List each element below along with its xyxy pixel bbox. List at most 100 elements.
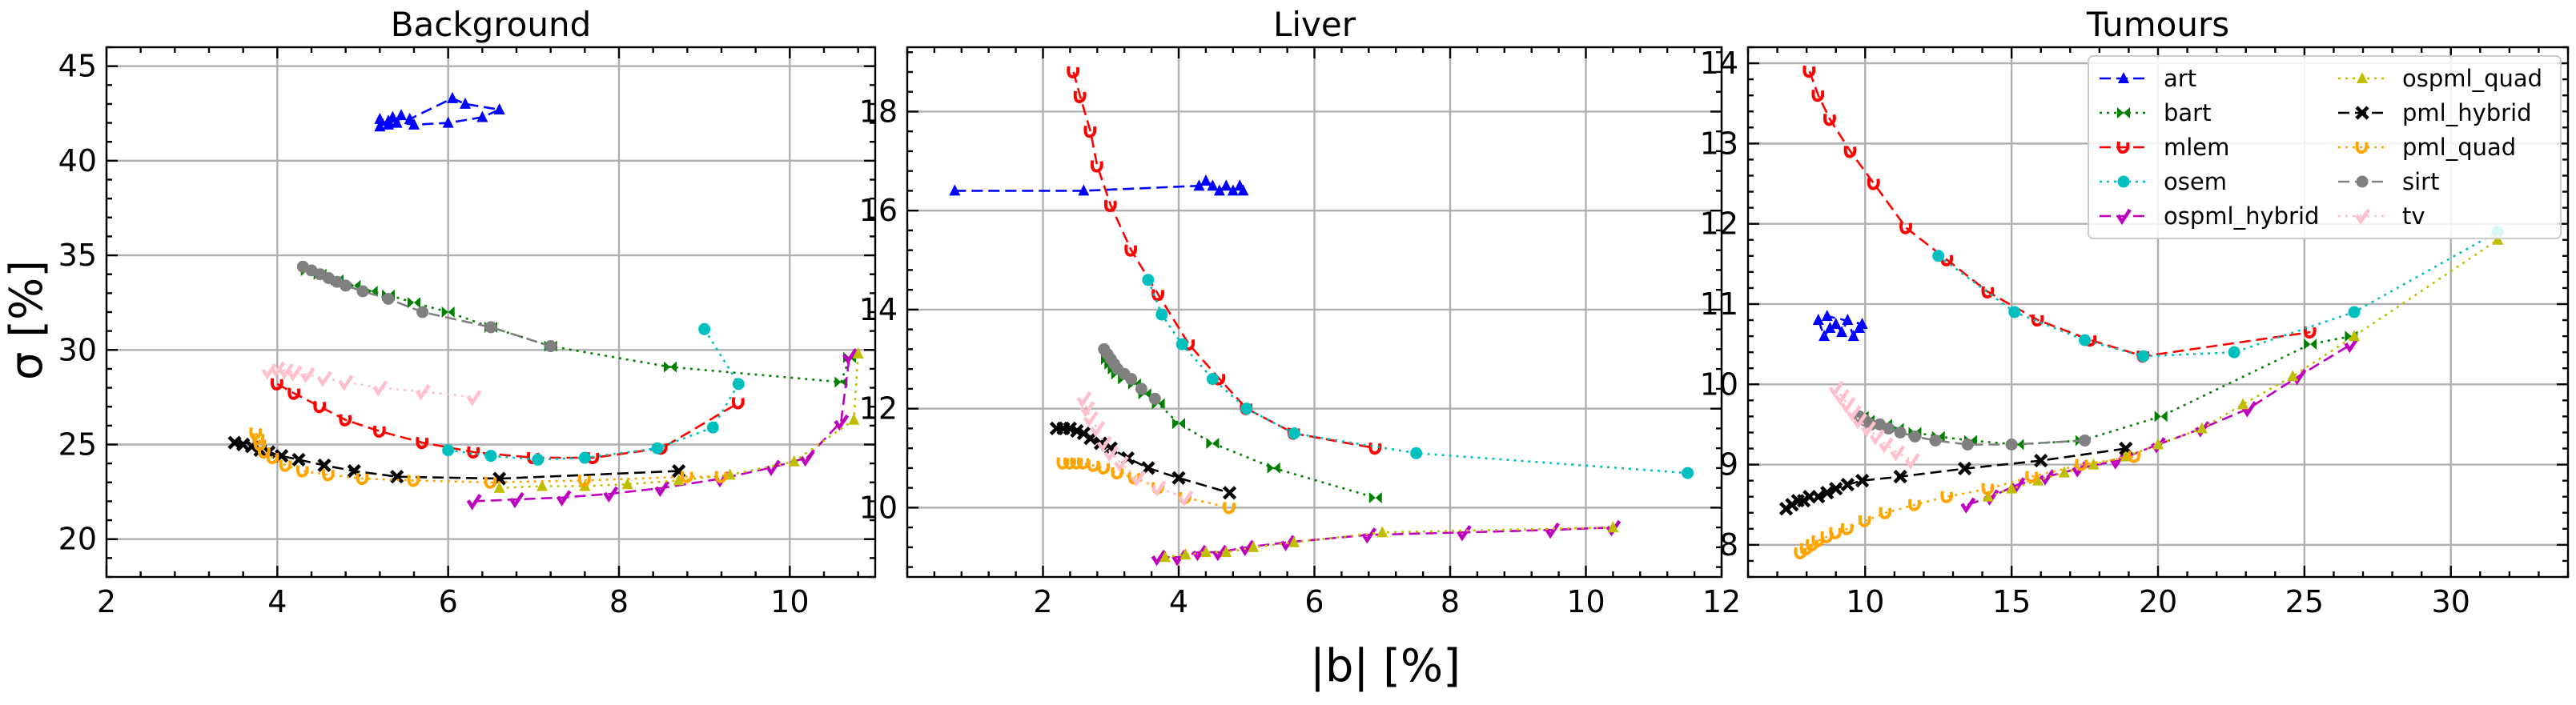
y-tick-label: 12 xyxy=(1700,206,1738,242)
legend-entry-osem: osem xyxy=(2100,168,2227,195)
pml_quad-point xyxy=(1981,483,1995,495)
pml_quad-point xyxy=(257,446,271,459)
ospml_quad-point xyxy=(1288,535,1300,547)
legend-mlem-point xyxy=(2116,141,2130,154)
osem-point xyxy=(532,453,545,466)
mlem-point xyxy=(1981,286,1995,298)
tv-point xyxy=(338,375,354,391)
tv-point xyxy=(1096,435,1112,453)
ospml_quad-point xyxy=(673,474,685,486)
series-art xyxy=(949,174,1249,196)
sirt-point xyxy=(545,340,557,353)
tv-point xyxy=(317,371,332,387)
pml_quad-point xyxy=(1223,502,1236,515)
pml_quad-point xyxy=(1840,523,1854,535)
art-point xyxy=(1220,179,1232,191)
panel-title-tumours: Tumours xyxy=(2086,5,2229,44)
ticks-background xyxy=(105,46,875,579)
bart-point xyxy=(1267,462,1280,474)
art-point xyxy=(1207,179,1219,191)
art-point xyxy=(442,116,454,128)
y-tick-label: 10 xyxy=(1700,367,1738,402)
osem-point xyxy=(1288,427,1300,440)
pml_quad-point xyxy=(2025,471,2039,483)
tv-point xyxy=(1090,421,1106,438)
legend-osem-point xyxy=(2117,175,2130,188)
legend-label: sirt xyxy=(2402,168,2439,195)
ospml_quad-point xyxy=(2349,330,2361,342)
osem-point xyxy=(732,378,745,391)
tv-point xyxy=(466,390,482,407)
series-group-liver xyxy=(949,66,1694,567)
osem-point xyxy=(442,444,455,457)
mlem-point xyxy=(731,397,745,410)
pml_quad-point xyxy=(714,471,728,483)
osem-point xyxy=(1240,403,1253,415)
series-osem xyxy=(1932,226,2504,363)
mlem-point xyxy=(287,387,301,400)
sirt-point xyxy=(2079,434,2092,447)
pml_quad-point xyxy=(1070,457,1083,470)
series-art xyxy=(374,91,505,132)
art-point xyxy=(1078,184,1090,196)
x-tick-label: 30 xyxy=(2432,584,2470,619)
y-tick-label: 12 xyxy=(859,391,898,427)
mlem-point xyxy=(1083,125,1097,138)
ospml_quad-point xyxy=(848,413,860,425)
series-tv xyxy=(1076,391,1194,507)
tv-point xyxy=(287,365,303,382)
legend-label: osem xyxy=(2164,168,2227,195)
art-point xyxy=(493,103,505,115)
bart-point xyxy=(834,376,848,388)
panel-title-background: Background xyxy=(391,5,592,44)
series-osem xyxy=(1142,274,1694,479)
x-tick-label: 15 xyxy=(1992,584,2031,619)
ospml_hybrid-point xyxy=(842,348,858,365)
x-tick-label: 8 xyxy=(1441,584,1460,619)
x-tick-label: 6 xyxy=(439,584,458,619)
mlem-point xyxy=(1067,66,1080,78)
pml_hybrid-point xyxy=(1840,478,1855,492)
pml_quad-point xyxy=(484,476,497,489)
osem-point xyxy=(1932,250,1945,262)
art-point xyxy=(1213,184,1225,196)
mlem-point xyxy=(1867,178,1880,190)
pml_hybrid-point xyxy=(1222,486,1237,500)
legend-label: mlem xyxy=(2164,134,2229,161)
osem-point xyxy=(2228,346,2240,359)
ospml_quad-point xyxy=(1200,546,1212,558)
ospml_quad-point xyxy=(1376,526,1388,538)
series-bart xyxy=(300,264,856,388)
sirt-point xyxy=(484,321,497,334)
pml_quad-point xyxy=(1829,527,1843,539)
sirt-point xyxy=(1125,373,1138,386)
series-group-tumours xyxy=(1778,65,2504,559)
series-pml_quad xyxy=(249,427,728,489)
osem-point xyxy=(1142,274,1155,286)
legend-entry-ospml_hybrid: ospml_hybrid xyxy=(2100,202,2319,230)
mlem-line xyxy=(276,383,739,459)
panel-liver: 2 4 6 8 10 12 10 12 14 16 18 Liver xyxy=(859,5,1742,619)
series-ospml_hybrid xyxy=(1960,336,2360,514)
mlem-point xyxy=(1073,90,1087,103)
mlem-point xyxy=(313,400,327,414)
tv-point xyxy=(1870,429,1885,446)
legend-bart-point xyxy=(2117,107,2130,118)
pml_quad-point xyxy=(279,459,292,472)
series-bart xyxy=(1101,353,1382,504)
y-tick-label: 8 xyxy=(1719,527,1738,563)
tv-point xyxy=(1861,421,1876,438)
series-sirt xyxy=(296,260,557,353)
tv-point xyxy=(1083,411,1099,428)
ospml_hybrid-line xyxy=(1967,342,2353,506)
tv-point xyxy=(1114,455,1129,472)
ospml_quad-point xyxy=(621,478,633,490)
art-point xyxy=(1193,179,1205,191)
grid-liver xyxy=(907,47,1723,577)
mlem-line xyxy=(1808,70,2311,358)
art-point xyxy=(391,116,403,128)
legend-entry-bart: bart xyxy=(2100,99,2211,126)
pml_quad-point xyxy=(407,475,420,487)
tv-point xyxy=(1878,437,1894,454)
legend-pml_hybrid-point xyxy=(2355,106,2369,120)
